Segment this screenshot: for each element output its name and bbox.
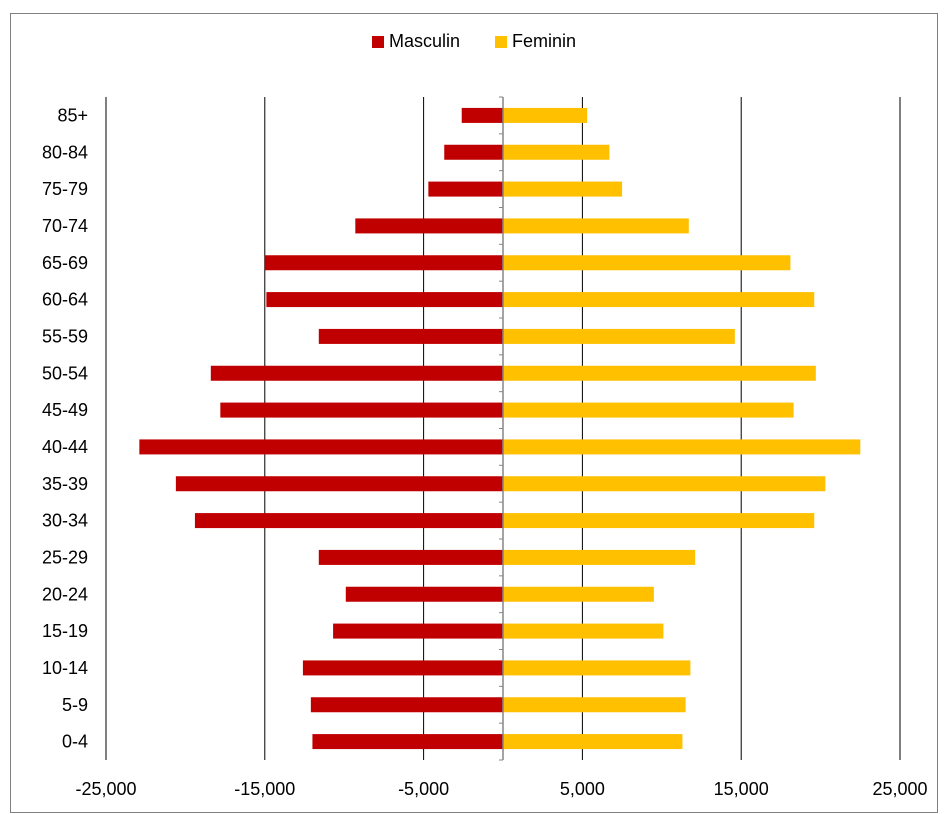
y-tick-label: 75-79 xyxy=(42,179,88,199)
bar-feminin-75-79 xyxy=(503,181,623,197)
bar-feminin-55-59 xyxy=(503,328,735,344)
bar-masculin-5-9 xyxy=(310,697,503,713)
bar-masculin-30-34 xyxy=(194,513,504,529)
y-tick-label: 30-34 xyxy=(42,511,88,531)
y-tick-label: 35-39 xyxy=(42,474,88,494)
x-tick-label: 5,000 xyxy=(560,779,605,799)
y-tick-label: 85+ xyxy=(57,105,88,125)
bar-masculin-65-69 xyxy=(264,255,503,271)
y-tick-label: 15-19 xyxy=(42,621,88,641)
x-tick-label: -25,000 xyxy=(75,779,136,799)
x-tick-label: 25,000 xyxy=(872,779,927,799)
bar-feminin-0-4 xyxy=(503,734,683,750)
bar-masculin-45-49 xyxy=(220,402,503,418)
bar-masculin-55-59 xyxy=(318,328,503,344)
y-tick-label: 50-54 xyxy=(42,363,88,383)
axes: -25,000 -15,000 -5,000 5,000 15,000 25,000 85+… xyxy=(42,96,928,799)
bar-feminin-15-19 xyxy=(503,623,664,639)
bar-masculin-60-64 xyxy=(266,292,503,308)
y-tick-label: 55-59 xyxy=(42,326,88,346)
bar-feminin-80-84 xyxy=(503,144,610,160)
y-tick-label: 45-49 xyxy=(42,400,88,420)
y-tick-label: 25-29 xyxy=(42,547,88,567)
bar-masculin-70-74 xyxy=(355,218,503,234)
bar-masculin-35-39 xyxy=(175,476,503,492)
legend-swatch-feminin xyxy=(495,36,507,48)
y-tick-label: 80-84 xyxy=(42,142,88,162)
bar-masculin-10-14 xyxy=(302,660,503,676)
legend-label-feminin: Feminin xyxy=(512,31,576,51)
y-tick-label: 20-24 xyxy=(42,584,88,604)
bar-masculin-20-24 xyxy=(345,586,503,602)
y-tick-label: 70-74 xyxy=(42,216,88,236)
bar-feminin-45-49 xyxy=(503,402,794,418)
bar-feminin-40-44 xyxy=(503,439,861,455)
x-tick-label: -5,000 xyxy=(398,779,449,799)
legend-swatch-masculin xyxy=(372,36,384,48)
bars xyxy=(139,107,861,750)
bar-masculin-80-84 xyxy=(444,144,503,160)
legend-label-masculin: Masculin xyxy=(389,31,460,51)
bar-feminin-20-24 xyxy=(503,586,654,602)
bar-masculin-25-29 xyxy=(318,549,503,565)
bar-masculin-50-54 xyxy=(210,365,504,381)
bar-masculin-40-44 xyxy=(139,439,503,455)
bar-masculin-75-79 xyxy=(428,181,503,197)
bar-feminin-50-54 xyxy=(503,365,816,381)
y-tick-label: 40-44 xyxy=(42,437,88,457)
bar-feminin-65-69 xyxy=(503,255,791,271)
bar-feminin-70-74 xyxy=(503,218,689,234)
y-tick-label: 60-64 xyxy=(42,290,88,310)
y-tick-label: 0-4 xyxy=(62,732,88,752)
bar-feminin-35-39 xyxy=(503,476,826,492)
x-tick-label: -15,000 xyxy=(234,779,295,799)
bar-masculin-85+ xyxy=(461,107,503,123)
y-tick-label: 10-14 xyxy=(42,658,88,678)
bar-feminin-10-14 xyxy=(503,660,691,676)
legend: Masculin Feminin xyxy=(372,31,576,51)
bar-feminin-5-9 xyxy=(503,697,686,713)
x-tick-label: 15,000 xyxy=(714,779,769,799)
bar-feminin-60-64 xyxy=(503,292,815,308)
bar-feminin-85+ xyxy=(503,107,588,123)
y-tick-label: 5-9 xyxy=(62,695,88,715)
grid-lines xyxy=(105,97,901,760)
bar-feminin-25-29 xyxy=(503,549,696,565)
bar-masculin-0-4 xyxy=(312,734,503,750)
y-tick-label: 65-69 xyxy=(42,253,88,273)
bar-masculin-15-19 xyxy=(333,623,503,639)
bar-feminin-30-34 xyxy=(503,513,815,529)
